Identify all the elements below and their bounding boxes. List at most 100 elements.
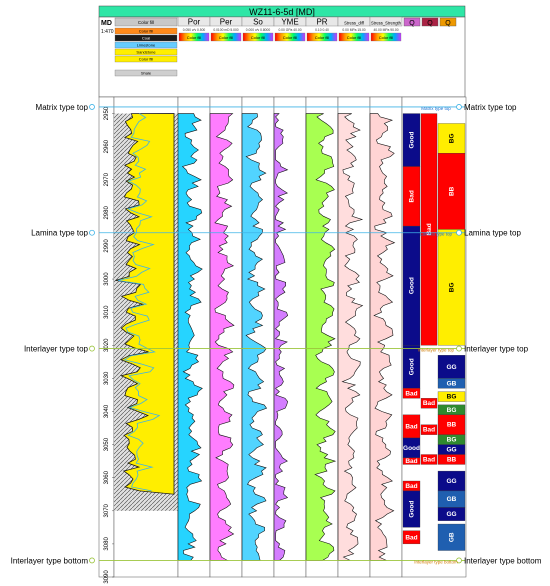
boundary-label-right: Matrix type top xyxy=(464,103,517,112)
legend-label: Color fill xyxy=(139,57,154,62)
boundary-label-inline: Lamina type top xyxy=(420,232,453,237)
boundary-marker-left xyxy=(89,557,95,564)
boundary-label-right: Interlayer type top xyxy=(464,345,529,354)
boundary-label-inline: Interlayer type bottom xyxy=(414,559,458,564)
log-curve-fill-8 xyxy=(369,113,396,561)
middle-block xyxy=(420,454,438,465)
color-scale-label: Color fill xyxy=(347,35,362,40)
boundary-marker-left xyxy=(89,104,95,110)
log-curve-fill-4 xyxy=(241,113,268,561)
quality-label: Good xyxy=(409,501,416,518)
log-curve-fill-5 xyxy=(273,113,289,561)
legend-swatch xyxy=(114,27,178,35)
type-label: GG xyxy=(446,447,456,454)
type-label: GB xyxy=(447,380,457,387)
boundary-label-left: Interlayer type top xyxy=(24,345,89,354)
boundary-label-right: Interlayer type bottom xyxy=(464,556,542,565)
quality-block xyxy=(402,490,421,528)
boundary-marker-right xyxy=(456,104,462,110)
middle-label: Bad xyxy=(423,456,435,463)
color-scale-bar xyxy=(338,32,370,42)
depth-tick-label: 3090 xyxy=(104,570,110,584)
color-scale-label: Color fill xyxy=(251,35,266,40)
track-name: Por xyxy=(188,18,201,27)
type-label: BG xyxy=(447,437,457,444)
track-header-7 xyxy=(369,16,403,27)
boundary-label-left: Interlayer type bottom xyxy=(11,556,89,565)
quality-label: Bad xyxy=(405,423,417,430)
type-label: BB xyxy=(449,186,456,196)
quality-label: Bad xyxy=(405,458,417,465)
color-scale-bar xyxy=(370,32,402,42)
quality-label: Good xyxy=(409,132,416,149)
type-label: GG xyxy=(446,511,456,518)
type-label: BG xyxy=(449,134,456,144)
legend-label: Sandstone xyxy=(136,50,156,55)
type-label: BB xyxy=(447,422,457,429)
boundary-label-inline: Interlayer type top xyxy=(418,348,455,353)
type-label: BG xyxy=(447,407,457,414)
color-scale-label: Color fill xyxy=(379,35,394,40)
boundary-marker-left xyxy=(89,345,95,352)
depth-tick-label: 2960 xyxy=(104,139,110,153)
secondary-curve xyxy=(117,113,161,492)
quality-block xyxy=(402,457,421,465)
color-scale-bar xyxy=(210,32,242,42)
depth-tick-label: 2950 xyxy=(104,106,110,120)
quality-label: Bad xyxy=(409,190,416,202)
boundary-label-left: Matrix type top xyxy=(36,103,89,112)
color-scale-bar xyxy=(178,32,210,42)
depth-tick-label: 3040 xyxy=(104,404,110,418)
boundary-label-inline: Matrix type top xyxy=(421,106,451,111)
depth-scale: 1:470 xyxy=(101,29,114,35)
depth-header: MD xyxy=(101,20,112,27)
color-scale-label: Color fill xyxy=(315,35,330,40)
type-label: GG xyxy=(446,364,456,371)
track-name: YME xyxy=(281,18,298,27)
depth-tick-label: 3060 xyxy=(104,470,110,484)
type-label: GB xyxy=(447,496,457,503)
depth-tick-label: 3030 xyxy=(104,371,110,385)
legend-label: Shale xyxy=(141,71,152,76)
type-block xyxy=(437,507,466,521)
middle-label: Bad xyxy=(426,223,433,235)
legend-swatch xyxy=(114,69,178,77)
middle-block xyxy=(420,113,438,346)
track-name: Per xyxy=(220,18,233,27)
track-range: 0.050 v/v 0.500 xyxy=(183,28,206,32)
depth-tick-label: 2970 xyxy=(104,172,110,186)
middle-label: Bad xyxy=(423,427,435,434)
middle-block xyxy=(420,398,438,409)
class-header-2 xyxy=(421,17,439,27)
class-header-label: Q xyxy=(445,20,451,27)
type-label: GG xyxy=(446,478,456,485)
depth-tick-label: 3000 xyxy=(104,272,110,286)
boundary-marker-right xyxy=(456,557,462,564)
boundary-label-left: Lamina type top xyxy=(31,229,88,238)
color-scale-label: Color fill xyxy=(283,35,298,40)
track-range: 40.00 MPa 90.00 xyxy=(373,28,398,32)
quality-label: Bad xyxy=(405,390,417,397)
legend-label: Color fill xyxy=(139,29,154,34)
log-curve-fill-2 xyxy=(177,113,203,561)
color-scale-bar xyxy=(274,32,306,42)
lithology-header-bar xyxy=(114,17,178,27)
track-name: So xyxy=(253,18,263,27)
boundary-marker-left xyxy=(89,229,95,236)
class-header-1 xyxy=(403,17,421,27)
depth-tick-label: 3080 xyxy=(104,537,110,551)
legend-label: Coal xyxy=(142,36,150,41)
type-block xyxy=(437,123,466,154)
boundary-label-right: Lamina type top xyxy=(464,229,521,238)
class-header-label: Q xyxy=(409,20,415,27)
log-curve-fill-3 xyxy=(209,113,235,561)
middle-block xyxy=(420,424,438,435)
boundary-marker-right xyxy=(456,229,462,236)
legend-swatch xyxy=(114,48,178,56)
depth-tick-label: 3070 xyxy=(104,503,110,517)
track-name: Stress_diff xyxy=(344,21,365,26)
legend-swatch xyxy=(114,41,178,49)
type-block xyxy=(437,391,466,402)
type-block xyxy=(437,454,466,465)
